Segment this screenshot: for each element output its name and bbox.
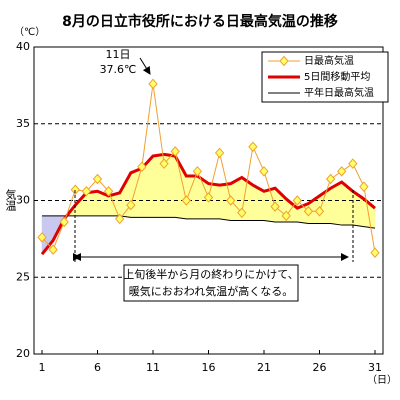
y-tick-label: 25: [16, 270, 30, 283]
x-tick-label: 16: [202, 361, 216, 374]
note-line: 上旬後半から月の終わりにかけて、: [123, 267, 298, 281]
series-line: [42, 215, 376, 229]
point: [248, 141, 258, 153]
legend-label: 5日間移動平均: [304, 70, 370, 83]
x-unit: （日）: [367, 374, 397, 386]
series-line: [40, 152, 376, 256]
point: [92, 173, 103, 185]
point: [303, 205, 314, 217]
point: [337, 166, 347, 177]
x-tick-label: 26: [313, 361, 327, 374]
point: [270, 201, 280, 212]
temp-area: [119, 171, 132, 218]
temp-area: [86, 191, 98, 217]
point: [59, 216, 69, 228]
note-box: [123, 264, 299, 302]
point: [348, 158, 358, 169]
x-tick-label: 21: [257, 361, 271, 374]
y-unit: （℃）: [14, 26, 45, 38]
x-tick-label: 11: [146, 361, 160, 374]
point: [214, 147, 225, 159]
legend-label: 日最高気温: [304, 54, 354, 67]
x-tick-label: 31: [368, 361, 382, 374]
series-line: [41, 83, 376, 253]
point: [170, 146, 180, 157]
point: [226, 195, 236, 206]
point: [259, 166, 269, 177]
annotation-arrow: [139, 57, 151, 75]
point: [314, 205, 325, 217]
point: [159, 158, 169, 169]
y-tick-label: 40: [16, 40, 30, 53]
x-tick-label: 6: [94, 361, 101, 374]
point: [81, 186, 92, 197]
point: [192, 166, 203, 177]
point: [370, 247, 380, 258]
point: [37, 232, 47, 243]
annotation: 11日: [106, 48, 131, 61]
y-tick-label: 30: [16, 194, 30, 207]
point: [70, 184, 80, 196]
chart-title: 8月の日立市役所における日最高気温の推移: [62, 13, 338, 30]
plot-frame: [33, 46, 384, 355]
y-tick-label: 35: [16, 117, 30, 130]
point: [237, 207, 247, 219]
legend-marker: [279, 55, 289, 67]
point: [48, 244, 58, 255]
arrow-head: [73, 253, 81, 261]
point: [103, 186, 114, 197]
point: [126, 199, 136, 211]
point: [325, 173, 336, 185]
note-line: 暖気におおわれ気温が高くなる。: [129, 284, 293, 298]
y-tick-label: 20: [16, 347, 30, 360]
y-label: 気温: [4, 188, 17, 211]
point: [292, 195, 302, 206]
temp-area: [130, 167, 143, 218]
point: [203, 192, 214, 203]
x-tick-label: 1: [39, 361, 46, 374]
annotation: 37.6℃: [100, 63, 137, 76]
point: [359, 181, 369, 192]
point: [115, 213, 125, 225]
point: [281, 210, 291, 222]
legend-label: 平年日最高気温: [304, 86, 374, 99]
point: [181, 195, 191, 206]
point: [148, 78, 158, 90]
point: [137, 161, 147, 172]
